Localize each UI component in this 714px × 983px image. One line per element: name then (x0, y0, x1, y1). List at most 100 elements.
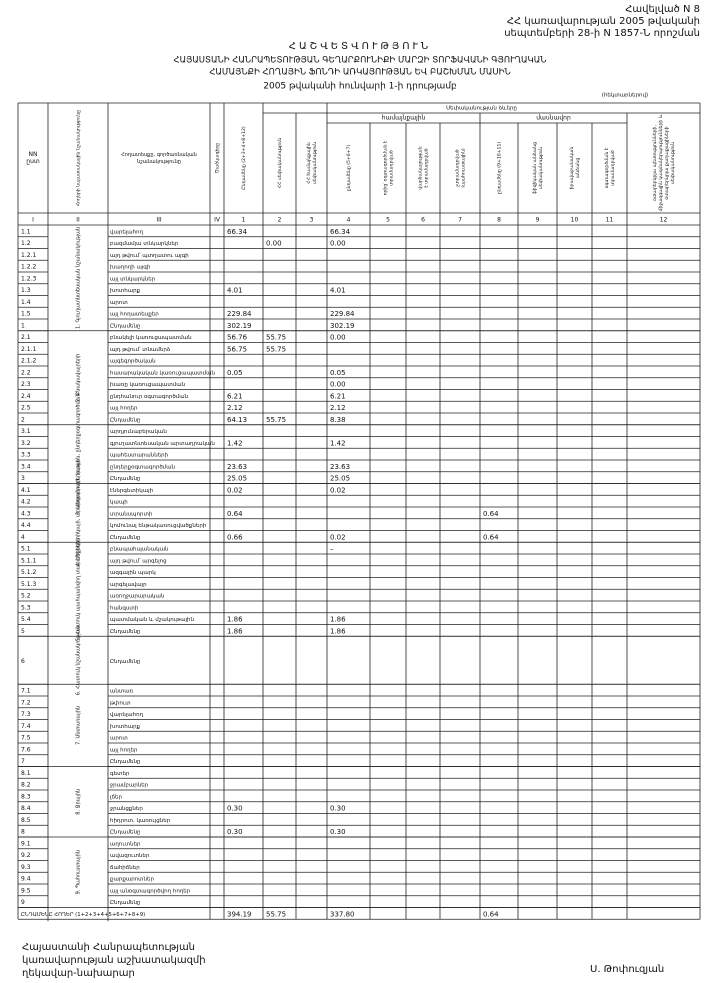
row-code: 3.4 (21, 463, 31, 470)
row-code: 5.2 (21, 593, 31, 600)
column-header: օգտագործման է (604, 147, 610, 188)
row-code: 3 (21, 475, 25, 482)
row-code: 7.5 (21, 735, 31, 742)
row-name: հանգստի (110, 605, 139, 611)
row-name: տրանսպորտի (110, 511, 153, 517)
group-label: 5. Հատուկ պահպանվող տարածքների (76, 538, 82, 641)
column-header: միջազգային կազմակերպությունների և (658, 114, 664, 211)
column-number: IV (214, 217, 221, 224)
column-header: սեփականություն (538, 147, 544, 190)
cell-value: 0.30 (227, 805, 243, 813)
row-code: 1.2.2 (21, 264, 36, 271)
column-header: NN (29, 151, 38, 158)
row-code: 7 (21, 758, 25, 765)
column-number: 2 (278, 217, 282, 224)
row-code: 9.4 (21, 876, 31, 883)
cell-value: 229.84 (330, 310, 355, 318)
row-name: հիդրոտ. կառույցներ (110, 818, 171, 824)
group-label: 4. Էներգետիկայի, տրանսպորտի, կապի (76, 459, 82, 566)
cell-value: 0.05 (330, 369, 346, 377)
row-name: Ընդամենը (110, 629, 141, 635)
row-name: արոտ (110, 736, 128, 742)
cell-value: 66.34 (330, 228, 351, 236)
column-header: (պահուստային) (461, 148, 467, 187)
row-code: 4 (21, 534, 25, 541)
cell-value: 23.63 (227, 463, 247, 471)
column-header: ընդամենը (5+6+7) (346, 145, 352, 192)
row-name: արոտ (110, 300, 128, 306)
column-number: III (156, 217, 162, 224)
row-code: 2.1 (21, 334, 31, 341)
cell-value: 8.38 (330, 416, 346, 424)
column-number: 11 (606, 217, 614, 224)
row-name: արդյունաբերական (110, 429, 167, 435)
group-label: 2. Բնակավայրերի (76, 354, 82, 402)
row-name: այդ թվում՝ պտղատու այգի (110, 253, 189, 259)
row-code: 7.4 (21, 723, 31, 730)
appendix-line: սեպտեմբերի 28-ի N 1857-Ն որոշման (504, 28, 700, 39)
row-code: 2 (21, 416, 25, 423)
row-code: 1.2.1 (21, 252, 36, 259)
column-number: 3 (310, 217, 314, 224)
cell-value: 4.01 (227, 287, 243, 295)
group-label: 8. Ջրային (76, 789, 82, 815)
row-name: խաղողի այգի (110, 265, 151, 271)
row-name: այլ տնկարկներ (110, 276, 156, 282)
row-code: 9.3 (21, 864, 31, 871)
row-name: ազգային պարկ (110, 570, 156, 576)
column-number: II (76, 217, 80, 224)
column-number: I (32, 217, 34, 224)
column-header: ՀՀ սեփականություն (277, 138, 283, 189)
appendix-line: Հավելված N 8 (625, 4, 700, 15)
row-code: 4.4 (21, 522, 31, 529)
cell-value: 6.21 (330, 392, 346, 400)
row-code: 4.1 (21, 487, 31, 494)
row-code: 5.1.2 (21, 569, 36, 576)
column-header: սեփականություն (312, 142, 318, 185)
row-name: առողջարարական (110, 594, 164, 600)
row-name: քարքարոտներ (110, 877, 154, 883)
cell-value: 1.86 (330, 616, 346, 624)
row-code: 5.1.1 (21, 557, 36, 564)
row-name: կապի (110, 500, 128, 506)
cell-value: 56.76 (227, 334, 248, 342)
cell-value: 25.05 (330, 475, 350, 483)
row-code: 2.1.2 (21, 358, 36, 365)
cell-value: 23.63 (330, 463, 350, 471)
column-header: Ծածկագիրը (215, 143, 221, 174)
row-name: ջրանցքներ (110, 806, 143, 812)
row-name: Ընդամենը (110, 417, 141, 423)
cell-value: 55.75 (266, 334, 286, 342)
cell-value: 0.00 (330, 240, 346, 248)
cell-value: 0.02 (330, 486, 346, 494)
row-code: 8.1 (21, 770, 31, 777)
cell-value: 0.02 (227, 486, 243, 494)
cell-value: 0.00 (330, 381, 346, 389)
row-name: խոտհարք (110, 724, 141, 730)
row-code: 2.4 (21, 393, 31, 400)
row-name: այլ անօգտագործվող հողեր (110, 888, 191, 894)
row-code: 2.5 (21, 405, 31, 412)
column-header: Հողերի նպատակային նշանակությունը (76, 110, 82, 206)
row-code: 7.1 (21, 688, 31, 695)
cell-value: 1.86 (227, 616, 243, 624)
cell-value: 0.05 (227, 369, 243, 377)
row-name: թփուտ (110, 700, 131, 706)
row-code: 8.3 (21, 793, 31, 800)
row-name: լճեր (110, 794, 122, 800)
row-name: Ընդամենը (110, 659, 141, 665)
row-code: 2.3 (21, 381, 31, 388)
row-name: այլ հողատեսքեր (110, 312, 159, 318)
row-code: 6 (21, 658, 25, 665)
cell-value: 56.75 (227, 345, 247, 353)
row-code: 1.2.3 (21, 275, 36, 282)
row-code: 9.2 (21, 852, 31, 859)
column-header: որից՝ օգտագործման է (383, 140, 389, 195)
row-code: 1.1 (21, 228, 31, 235)
cell-value: 1.42 (330, 439, 346, 447)
column-number: 1 (242, 217, 246, 224)
row-name: արգելավայր (110, 582, 147, 588)
row-name: գյուղատնտեսական արտադրական (110, 441, 215, 447)
row-code: 8 (21, 829, 25, 836)
column-number: 6 (421, 217, 425, 224)
